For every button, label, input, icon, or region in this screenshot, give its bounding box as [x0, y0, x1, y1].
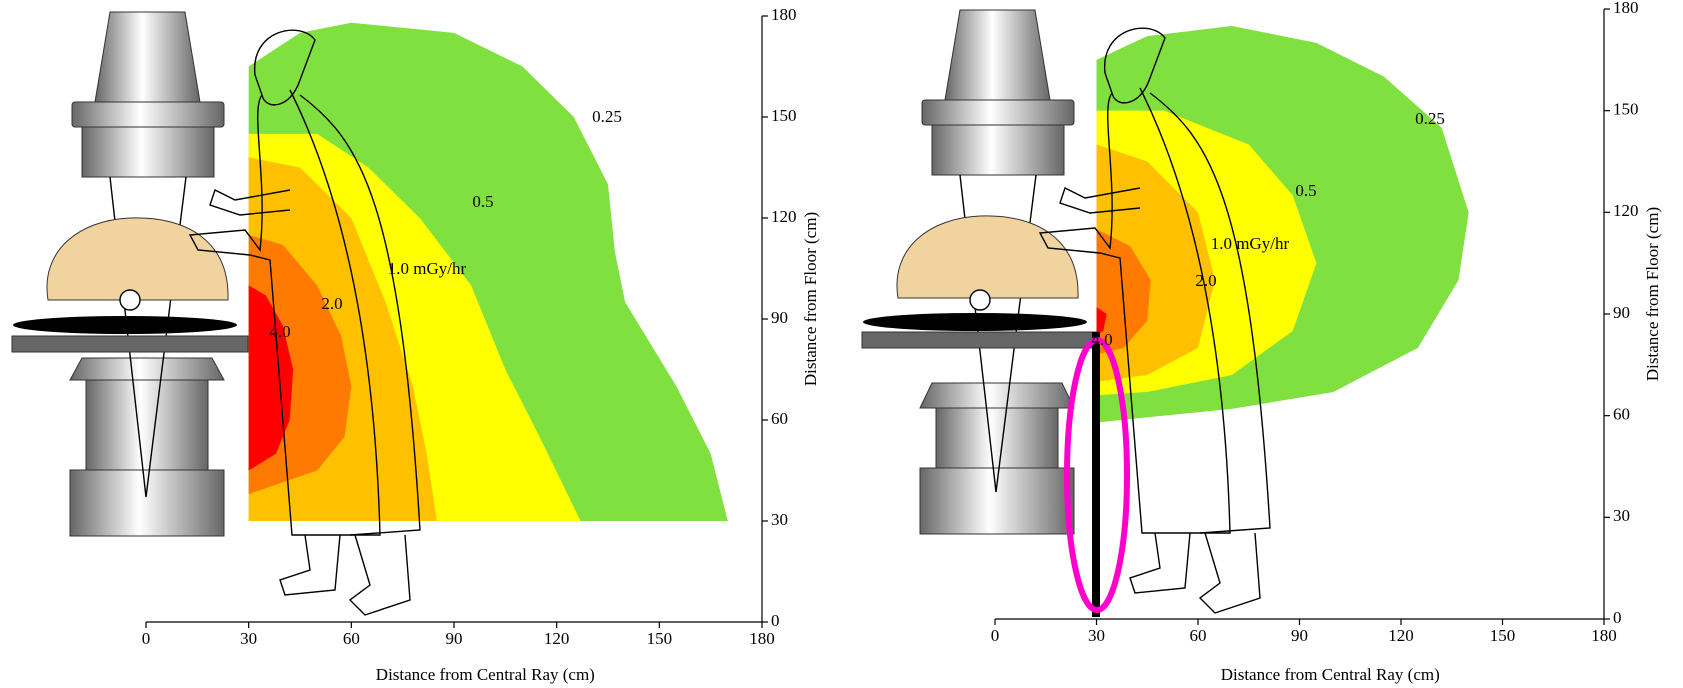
y-tick-label: 90 [771, 308, 788, 327]
isodose-label: 0.25 [592, 107, 622, 126]
isodose-label: 4.0 [269, 322, 290, 341]
y-tick-label: 180 [1613, 0, 1639, 17]
c-arm-right [862, 10, 1127, 617]
y-tick-label: 0 [771, 611, 780, 630]
isodose-label: 1.0 mGy/hr [1211, 234, 1290, 253]
y-tick-label: 120 [1613, 201, 1639, 220]
y-axis-title: Distance from Floor (cm) [1643, 207, 1662, 381]
y-tick-label: 0 [1613, 608, 1622, 627]
y-tick-label: 180 [771, 5, 797, 24]
y-tick-label: 90 [1613, 303, 1630, 322]
isodose-label: 0.5 [472, 192, 493, 211]
y-tick-label: 150 [771, 106, 797, 125]
x-tick-label: 90 [1291, 626, 1308, 645]
x-tick-label: 180 [1591, 626, 1617, 645]
x-tick-label: 60 [343, 629, 360, 648]
y-tick-label: 60 [1613, 405, 1630, 424]
isodose-label: 4.0 [1091, 330, 1112, 349]
isodose-label: 0.25 [1415, 109, 1445, 128]
panel-left [249, 23, 728, 521]
x-tick-label: 60 [1190, 626, 1207, 645]
panel-right [1097, 26, 1469, 423]
x-tick-label: 30 [1088, 626, 1105, 645]
c-arm-left [12, 12, 248, 536]
x-tick-label: 90 [446, 629, 463, 648]
y-tick-label: 120 [771, 207, 797, 226]
isodose-label: 1.0 mGy/hr [388, 259, 467, 278]
isodose-label: 0.5 [1295, 181, 1316, 200]
x-axis-title: Distance from Central Ray (cm) [1221, 665, 1440, 684]
x-tick-label: 0 [991, 626, 1000, 645]
y-tick-label: 150 [1613, 100, 1639, 119]
y-tick-label: 60 [771, 409, 788, 428]
y-axis-title: Distance from Floor (cm) [801, 212, 820, 386]
x-tick-label: 0 [142, 629, 151, 648]
y-tick-label: 30 [771, 510, 788, 529]
isodose-label: 2.0 [321, 294, 342, 313]
x-tick-label: 120 [1388, 626, 1414, 645]
figure: 0.250.51.0 mGy/hr2.04.003060901201501800… [0, 0, 1683, 688]
x-tick-label: 150 [647, 629, 673, 648]
x-tick-label: 180 [749, 629, 775, 648]
x-tick-label: 120 [544, 629, 570, 648]
isodose-label: 2.0 [1195, 271, 1216, 290]
x-axis-title: Distance from Central Ray (cm) [376, 665, 595, 684]
x-tick-label: 30 [240, 629, 257, 648]
x-tick-label: 150 [1490, 626, 1516, 645]
y-tick-label: 30 [1613, 506, 1630, 525]
